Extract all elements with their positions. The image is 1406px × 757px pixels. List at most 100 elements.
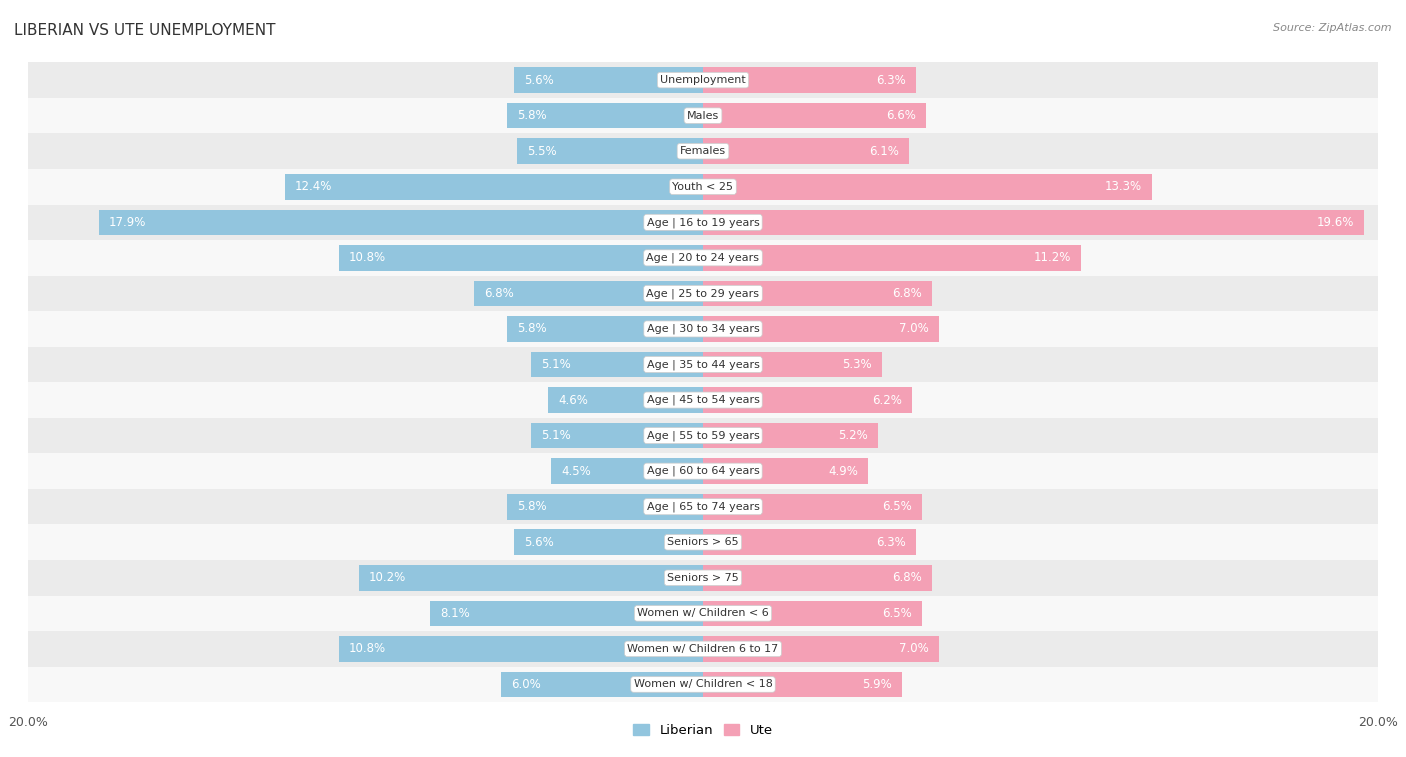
Bar: [517, 139, 703, 164]
Text: 7.0%: 7.0%: [900, 643, 929, 656]
Bar: [703, 671, 903, 697]
Text: 5.8%: 5.8%: [517, 322, 547, 335]
Bar: [28, 204, 1378, 240]
Text: Females: Females: [681, 146, 725, 156]
Text: 10.8%: 10.8%: [349, 251, 385, 264]
Text: 19.6%: 19.6%: [1317, 216, 1354, 229]
Text: 6.2%: 6.2%: [872, 394, 903, 407]
Bar: [474, 281, 703, 307]
Bar: [339, 245, 703, 271]
Bar: [28, 489, 1378, 525]
Bar: [28, 276, 1378, 311]
Text: 5.8%: 5.8%: [517, 109, 547, 122]
Bar: [703, 103, 925, 129]
Bar: [28, 311, 1378, 347]
Bar: [703, 423, 879, 448]
Text: 6.8%: 6.8%: [484, 287, 513, 300]
Text: 4.9%: 4.9%: [828, 465, 858, 478]
Text: 5.6%: 5.6%: [524, 73, 554, 86]
Text: 6.8%: 6.8%: [893, 572, 922, 584]
Bar: [703, 67, 915, 93]
Text: Age | 55 to 59 years: Age | 55 to 59 years: [647, 431, 759, 441]
Bar: [430, 600, 703, 626]
Bar: [501, 671, 703, 697]
Text: Age | 20 to 24 years: Age | 20 to 24 years: [647, 253, 759, 263]
Bar: [339, 636, 703, 662]
Bar: [28, 347, 1378, 382]
Bar: [28, 382, 1378, 418]
Text: 5.5%: 5.5%: [527, 145, 557, 157]
Text: Women w/ Children 6 to 17: Women w/ Children 6 to 17: [627, 644, 779, 654]
Bar: [98, 210, 703, 235]
Text: 5.6%: 5.6%: [524, 536, 554, 549]
Bar: [548, 388, 703, 413]
Bar: [508, 494, 703, 519]
Bar: [551, 458, 703, 484]
Text: Age | 30 to 34 years: Age | 30 to 34 years: [647, 324, 759, 334]
Bar: [284, 174, 703, 200]
Text: Seniors > 65: Seniors > 65: [668, 537, 738, 547]
Text: 8.1%: 8.1%: [440, 607, 470, 620]
Bar: [703, 245, 1081, 271]
Bar: [531, 423, 703, 448]
Bar: [28, 418, 1378, 453]
Bar: [28, 240, 1378, 276]
Bar: [28, 631, 1378, 667]
Bar: [703, 529, 915, 555]
Text: Age | 35 to 44 years: Age | 35 to 44 years: [647, 360, 759, 369]
Text: 6.6%: 6.6%: [886, 109, 915, 122]
Text: 5.2%: 5.2%: [838, 429, 869, 442]
Bar: [703, 458, 869, 484]
Bar: [28, 62, 1378, 98]
Text: Unemployment: Unemployment: [661, 75, 745, 85]
Bar: [28, 525, 1378, 560]
Bar: [703, 636, 939, 662]
Text: Males: Males: [688, 111, 718, 120]
Bar: [28, 133, 1378, 169]
Bar: [28, 667, 1378, 702]
Text: 6.3%: 6.3%: [876, 536, 905, 549]
Bar: [703, 281, 932, 307]
Text: 10.2%: 10.2%: [368, 572, 406, 584]
Bar: [703, 565, 932, 590]
Text: 4.6%: 4.6%: [558, 394, 588, 407]
Bar: [703, 352, 882, 377]
Bar: [703, 210, 1364, 235]
Bar: [28, 169, 1378, 204]
Text: Seniors > 75: Seniors > 75: [666, 573, 740, 583]
Bar: [515, 67, 703, 93]
Bar: [703, 494, 922, 519]
Text: 6.5%: 6.5%: [883, 607, 912, 620]
Bar: [28, 560, 1378, 596]
Bar: [508, 316, 703, 341]
Text: Women w/ Children < 6: Women w/ Children < 6: [637, 609, 769, 618]
Legend: Liberian, Ute: Liberian, Ute: [627, 719, 779, 743]
Text: 6.5%: 6.5%: [883, 500, 912, 513]
Bar: [703, 174, 1152, 200]
Text: Age | 45 to 54 years: Age | 45 to 54 years: [647, 395, 759, 405]
Text: Women w/ Children < 18: Women w/ Children < 18: [634, 680, 772, 690]
Text: 6.3%: 6.3%: [876, 73, 905, 86]
Bar: [28, 98, 1378, 133]
Bar: [703, 139, 908, 164]
Text: 7.0%: 7.0%: [900, 322, 929, 335]
Text: 6.1%: 6.1%: [869, 145, 898, 157]
Text: 4.5%: 4.5%: [561, 465, 591, 478]
Bar: [28, 596, 1378, 631]
Text: Source: ZipAtlas.com: Source: ZipAtlas.com: [1274, 23, 1392, 33]
Bar: [359, 565, 703, 590]
Text: 6.0%: 6.0%: [510, 678, 540, 691]
Text: 10.8%: 10.8%: [349, 643, 385, 656]
Text: Age | 65 to 74 years: Age | 65 to 74 years: [647, 501, 759, 512]
Text: 5.8%: 5.8%: [517, 500, 547, 513]
Bar: [703, 388, 912, 413]
Bar: [531, 352, 703, 377]
Bar: [28, 453, 1378, 489]
Text: 5.1%: 5.1%: [541, 429, 571, 442]
Bar: [703, 600, 922, 626]
Text: 17.9%: 17.9%: [110, 216, 146, 229]
Text: 5.1%: 5.1%: [541, 358, 571, 371]
Text: 5.3%: 5.3%: [842, 358, 872, 371]
Bar: [703, 316, 939, 341]
Text: 13.3%: 13.3%: [1105, 180, 1142, 193]
